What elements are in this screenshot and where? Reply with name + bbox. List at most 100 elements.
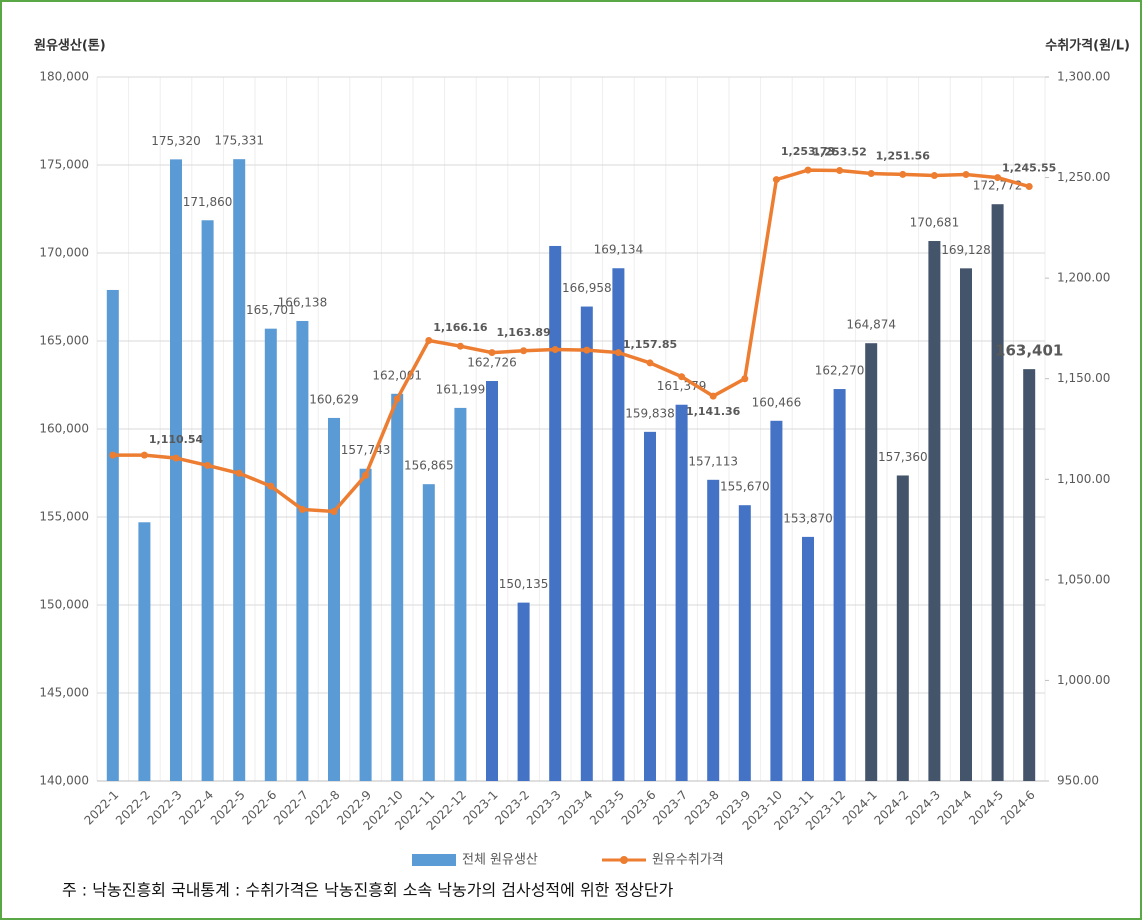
- bar: [833, 389, 846, 781]
- y-tick-label: 165,000: [39, 334, 89, 348]
- bar: [802, 536, 814, 781]
- bar-label: 157,113: [688, 454, 738, 468]
- footnote: 주 : 낙농진흥회 국내통계 : 수취가격은 낙농진흥회 소속 낙농가의 검사성…: [62, 881, 674, 900]
- line-label: 1,110.54: [149, 433, 204, 446]
- point: [804, 166, 812, 174]
- point: [109, 451, 117, 459]
- bar-label: 170,681: [910, 216, 960, 230]
- y2-tick-label: 1,150.00: [1057, 371, 1110, 385]
- point: [1025, 183, 1033, 191]
- legend-label: 원유수취가격: [652, 853, 724, 868]
- line-label: 1,166.16: [433, 321, 488, 334]
- point: [235, 469, 243, 477]
- point: [204, 461, 212, 469]
- y2-tick-label: 1,300.00: [1057, 70, 1110, 84]
- bar: [328, 417, 340, 781]
- bar-label: 157,360: [878, 450, 928, 464]
- line-label: 1,253.73: [781, 145, 835, 158]
- bar-label: 157,743: [341, 443, 391, 457]
- y-tick-label: 170,000: [39, 246, 89, 260]
- point: [583, 346, 591, 354]
- point: [330, 507, 338, 515]
- line-label: 1,253.52: [812, 145, 866, 158]
- line-label: 1,163.89: [496, 326, 550, 339]
- y-axis-title: 원유생산(톤): [34, 38, 106, 54]
- bar-label: 175,331: [214, 134, 264, 148]
- bar-label: 169,134: [594, 243, 644, 257]
- bar: [201, 220, 214, 781]
- point: [772, 176, 780, 184]
- y2-tick-label: 1,250.00: [1057, 170, 1110, 184]
- y-tick-label: 140,000: [39, 774, 89, 788]
- point: [267, 482, 275, 490]
- point: [393, 395, 401, 403]
- y-tick-label: 145,000: [39, 686, 89, 700]
- point: [425, 336, 433, 344]
- legend-swatch: [620, 856, 628, 864]
- bar: [896, 475, 909, 781]
- line-label: 1,157.85: [623, 338, 677, 351]
- bar: [391, 393, 404, 781]
- point: [867, 170, 875, 178]
- bar-label: 162,270: [815, 364, 865, 378]
- bar: [960, 268, 972, 782]
- point: [551, 346, 559, 354]
- bar-label: 171,860: [183, 195, 233, 209]
- bar: [454, 407, 467, 781]
- y2-tick-label: 1,200.00: [1057, 271, 1110, 285]
- y-tick-label: 175,000: [39, 158, 89, 172]
- point: [488, 349, 496, 357]
- point: [520, 347, 528, 355]
- bar-label: 166,958: [562, 281, 612, 295]
- y-tick-label: 155,000: [39, 510, 89, 524]
- y-tick-label: 180,000: [39, 70, 89, 84]
- bar: [865, 343, 878, 781]
- bar-label: 156,865: [404, 459, 454, 473]
- bar-label: 162,726: [467, 356, 517, 370]
- bar: [644, 431, 656, 781]
- y2-axis-title: 수취가격(원/L): [1045, 38, 1130, 54]
- point: [614, 349, 622, 357]
- point: [140, 451, 148, 459]
- point: [836, 166, 844, 174]
- line: [112, 168, 1030, 514]
- bar: [517, 602, 530, 781]
- bar: [486, 381, 498, 781]
- point: [741, 375, 749, 383]
- bar-label: 164,874: [846, 318, 896, 332]
- bar: [106, 289, 119, 781]
- bar-label: 175,320: [151, 134, 201, 148]
- bar: [612, 268, 625, 782]
- bar-label: 169,128: [941, 243, 991, 257]
- point: [709, 392, 717, 400]
- line-label: 1,141.36: [686, 405, 741, 418]
- point: [899, 170, 907, 178]
- y2-tick-label: 1,050.00: [1057, 572, 1110, 586]
- bar: [549, 245, 562, 781]
- line-label: 1,245.55: [1002, 162, 1056, 175]
- bar: [264, 328, 277, 781]
- y-tick-label: 160,000: [39, 422, 89, 436]
- bar: [675, 404, 688, 781]
- point: [962, 171, 970, 179]
- bar-label: 159,838: [625, 406, 675, 420]
- point: [298, 505, 306, 513]
- point: [994, 174, 1002, 182]
- bar-label: 165,701: [246, 303, 296, 317]
- bar-label: 155,670: [720, 480, 770, 494]
- bar: [359, 468, 372, 781]
- y2-tick-label: 1,100.00: [1057, 472, 1110, 486]
- y2-tick-label: 950.00: [1057, 774, 1099, 788]
- bar: [296, 320, 309, 781]
- bar: [770, 420, 783, 781]
- bar: [738, 505, 751, 781]
- bar-label: 160,629: [309, 392, 359, 406]
- bar-label: 161,199: [436, 382, 486, 396]
- bar-label: 150,135: [499, 577, 549, 591]
- bar-label: 153,870: [783, 511, 833, 525]
- bar: [580, 306, 593, 781]
- bar: [170, 159, 182, 782]
- bar-label: 166,138: [278, 295, 328, 309]
- bar: [138, 522, 151, 781]
